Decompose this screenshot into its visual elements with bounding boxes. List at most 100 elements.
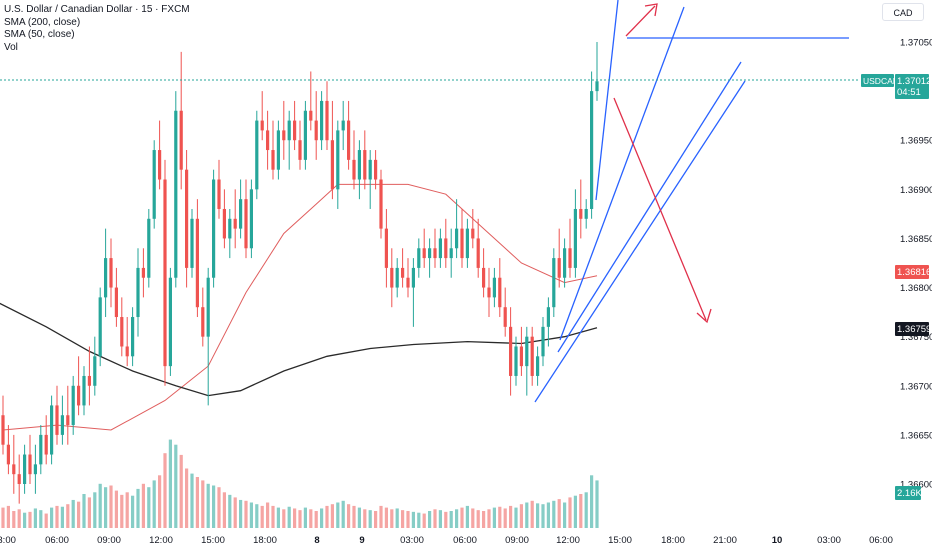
- time-tick-label: 9: [359, 535, 364, 546]
- sma200-price-tag: 1.36759: [895, 322, 931, 336]
- volume-bar: [395, 508, 399, 528]
- candle-body: [482, 267, 486, 288]
- candle-body: [195, 218, 199, 308]
- candle-body: [125, 346, 129, 357]
- candle-body: [509, 326, 513, 376]
- candle-body: [428, 248, 432, 259]
- volume-bar: [206, 483, 210, 528]
- candle-body: [141, 267, 145, 278]
- volume-bar: [71, 499, 75, 528]
- sma200-legend[interactable]: SMA (200, close): [4, 16, 81, 28]
- candle-body: [584, 208, 588, 219]
- volume-bar: [168, 439, 172, 528]
- candle-body: [201, 307, 205, 337]
- volume-bar: [147, 487, 151, 528]
- volume-bar: [39, 510, 43, 528]
- volume-bar: [325, 505, 329, 528]
- candle-body: [33, 464, 37, 475]
- candle-body: [444, 238, 448, 259]
- volume-bar: [179, 454, 183, 528]
- candle-body: [244, 199, 248, 249]
- candle-body: [519, 346, 523, 367]
- volume-bar: [174, 444, 178, 528]
- time-tick-label: 18:00: [661, 535, 685, 546]
- volume-bar: [406, 511, 410, 528]
- volume-bar: [444, 511, 448, 528]
- volume-bar: [287, 506, 291, 528]
- candle-body: [384, 228, 388, 268]
- volume-bar: [190, 473, 194, 528]
- volume-bar: [276, 507, 280, 528]
- candle-body: [595, 81, 599, 92]
- trendline-steep-1[interactable]: [595, 0, 619, 201]
- trendline-steep-2[interactable]: [559, 6, 685, 341]
- volume-bar: [141, 483, 145, 528]
- price-tick-label: 1.36700: [900, 381, 932, 392]
- candle-body: [120, 317, 124, 347]
- candle-body: [298, 140, 302, 160]
- volume-bar: [573, 495, 577, 528]
- arrow-up-line[interactable]: [625, 5, 656, 37]
- time-tick-label: 06:00: [45, 535, 69, 546]
- volume-bar: [66, 504, 70, 528]
- price-axis[interactable]: 1.37050 1.36950 1.36900 1.36850 1.36800 1.367…: [858, 0, 932, 550]
- time-tick-label: 15:00: [201, 535, 225, 546]
- volume-bar: [552, 500, 556, 528]
- price-tick-label: 1.37050: [900, 38, 932, 49]
- candle-body: [347, 120, 351, 160]
- volume-bar: [77, 501, 81, 528]
- volume-bar: [109, 485, 113, 528]
- candle-body: [260, 120, 264, 131]
- time-tick-label: 03:00: [0, 535, 16, 546]
- volume-bar: [23, 512, 27, 528]
- volume-bar: [514, 507, 518, 528]
- candle-body: [206, 277, 210, 337]
- candle-body: [228, 218, 232, 239]
- trendline-lower[interactable]: [534, 80, 746, 403]
- volume-bar: [6, 505, 10, 528]
- volume-bar: [222, 492, 226, 528]
- candle-body: [93, 356, 97, 386]
- volume-bar: [1, 507, 5, 528]
- volume-bar: [357, 507, 361, 528]
- candle-body: [168, 277, 172, 367]
- volume-bar: [239, 499, 243, 528]
- arrow-down-line[interactable]: [613, 97, 707, 321]
- price-tick-label: 1.36850: [900, 234, 932, 245]
- candle-body: [114, 287, 118, 318]
- candle-body: [136, 267, 140, 318]
- time-axis[interactable]: 03:00 06:00 09:00 12:00 15:00 18:00 8 9 03:00 06:…: [0, 528, 893, 550]
- candle-body: [12, 464, 16, 475]
- candle-body: [325, 100, 329, 141]
- moving-averages: [0, 183, 598, 431]
- volume-bar: [136, 488, 140, 528]
- price-tick-label: 1.36900: [900, 185, 932, 196]
- candles: [1, 42, 599, 504]
- candle-body: [158, 150, 162, 180]
- candle-body: [503, 307, 507, 327]
- volume-bar: [401, 510, 405, 528]
- time-tick-label: 12:00: [556, 535, 580, 546]
- volume-bar: [98, 483, 102, 528]
- currency-button[interactable]: CAD: [882, 3, 924, 21]
- candle-body: [525, 336, 529, 367]
- volume-bar: [590, 475, 594, 528]
- volume-bar: [303, 507, 307, 528]
- candle-body: [185, 169, 189, 268]
- volume-legend[interactable]: Vol: [4, 41, 18, 53]
- volume-bar: [347, 504, 351, 528]
- current-price-tag-text: 04:51: [897, 87, 921, 98]
- sma50-legend[interactable]: SMA (50, close): [4, 29, 75, 40]
- candle-body: [536, 356, 540, 376]
- volume-bar: [487, 509, 491, 528]
- candle-body: [282, 130, 286, 141]
- volume-bar: [228, 494, 232, 528]
- volume-bar: [374, 511, 378, 528]
- trendline-mid[interactable]: [557, 61, 742, 353]
- candle-body: [438, 238, 442, 259]
- symbol-title[interactable]: U.S. Dollar / Canadian Dollar · 15 · FXC…: [4, 4, 190, 15]
- candle-body: [411, 267, 415, 288]
- volume-bar: [104, 487, 108, 528]
- price-tick-label: 1.36650: [900, 430, 932, 441]
- time-tick-label: 8: [314, 535, 319, 546]
